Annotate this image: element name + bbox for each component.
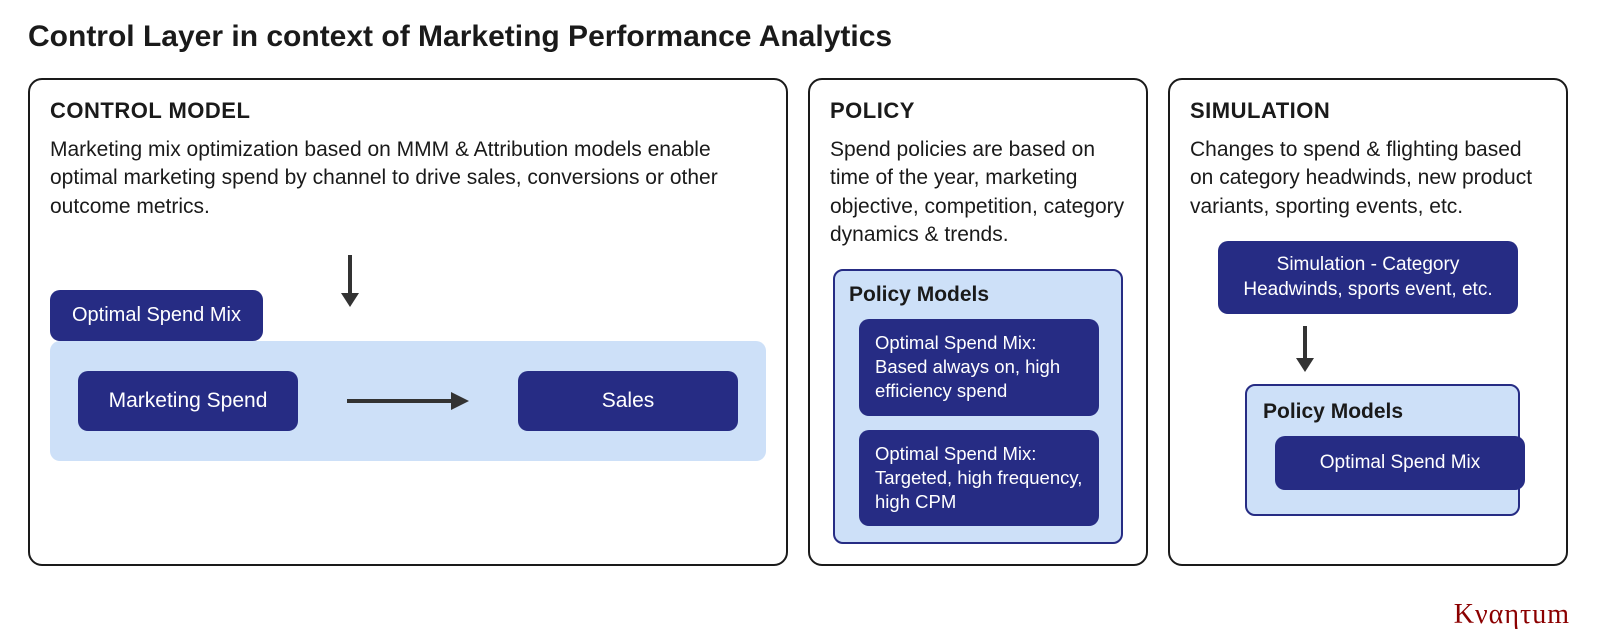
box-marketing-spend: Marketing Spend	[78, 371, 298, 431]
arrow-down-icon	[335, 253, 365, 309]
panel-description: Marketing mix optimization based on MMM …	[50, 136, 766, 221]
panel-description: Changes to spend & flighting based on ca…	[1190, 136, 1546, 221]
panel-heading: CONTROL MODEL	[50, 98, 766, 124]
panels-row: CONTROL MODEL Marketing mix optimization…	[28, 78, 1572, 566]
panel-description: Spend policies are based on time of the …	[830, 136, 1126, 249]
policy-models-container: Policy Models Optimal Spend Mix: Based a…	[833, 269, 1123, 543]
page-title: Control Layer in context of Marketing Pe…	[28, 20, 1572, 54]
policy-item: Optimal Spend Mix: Targeted, high freque…	[859, 430, 1099, 526]
box-simulation: Simulation - Category Headwinds, sports …	[1218, 241, 1518, 314]
container-heading: Policy Models	[849, 283, 1107, 307]
policy-item: Optimal Spend Mix: Based always on, high…	[859, 319, 1099, 415]
panel-heading: SIMULATION	[1190, 98, 1546, 124]
arrow-right-icon	[343, 386, 473, 416]
container-heading: Policy Models	[1263, 400, 1502, 424]
box-optimal-spend-mix: Optimal Spend Mix	[1275, 436, 1525, 490]
panel-policy: POLICY Spend policies are based on time …	[808, 78, 1148, 566]
flow-container: Marketing Spend Sales	[50, 341, 766, 461]
arrow-down-icon	[1290, 324, 1320, 374]
panel-simulation: SIMULATION Changes to spend & flighting …	[1168, 78, 1568, 566]
panel-heading: POLICY	[830, 98, 1126, 124]
brand-logo: Κναητum	[1454, 599, 1570, 631]
box-optimal-spend-mix: Optimal Spend Mix	[50, 290, 263, 341]
panel-control-model: CONTROL MODEL Marketing mix optimization…	[28, 78, 788, 566]
box-sales: Sales	[518, 371, 738, 431]
policy-models-container: Policy Models Optimal Spend Mix	[1245, 384, 1520, 516]
